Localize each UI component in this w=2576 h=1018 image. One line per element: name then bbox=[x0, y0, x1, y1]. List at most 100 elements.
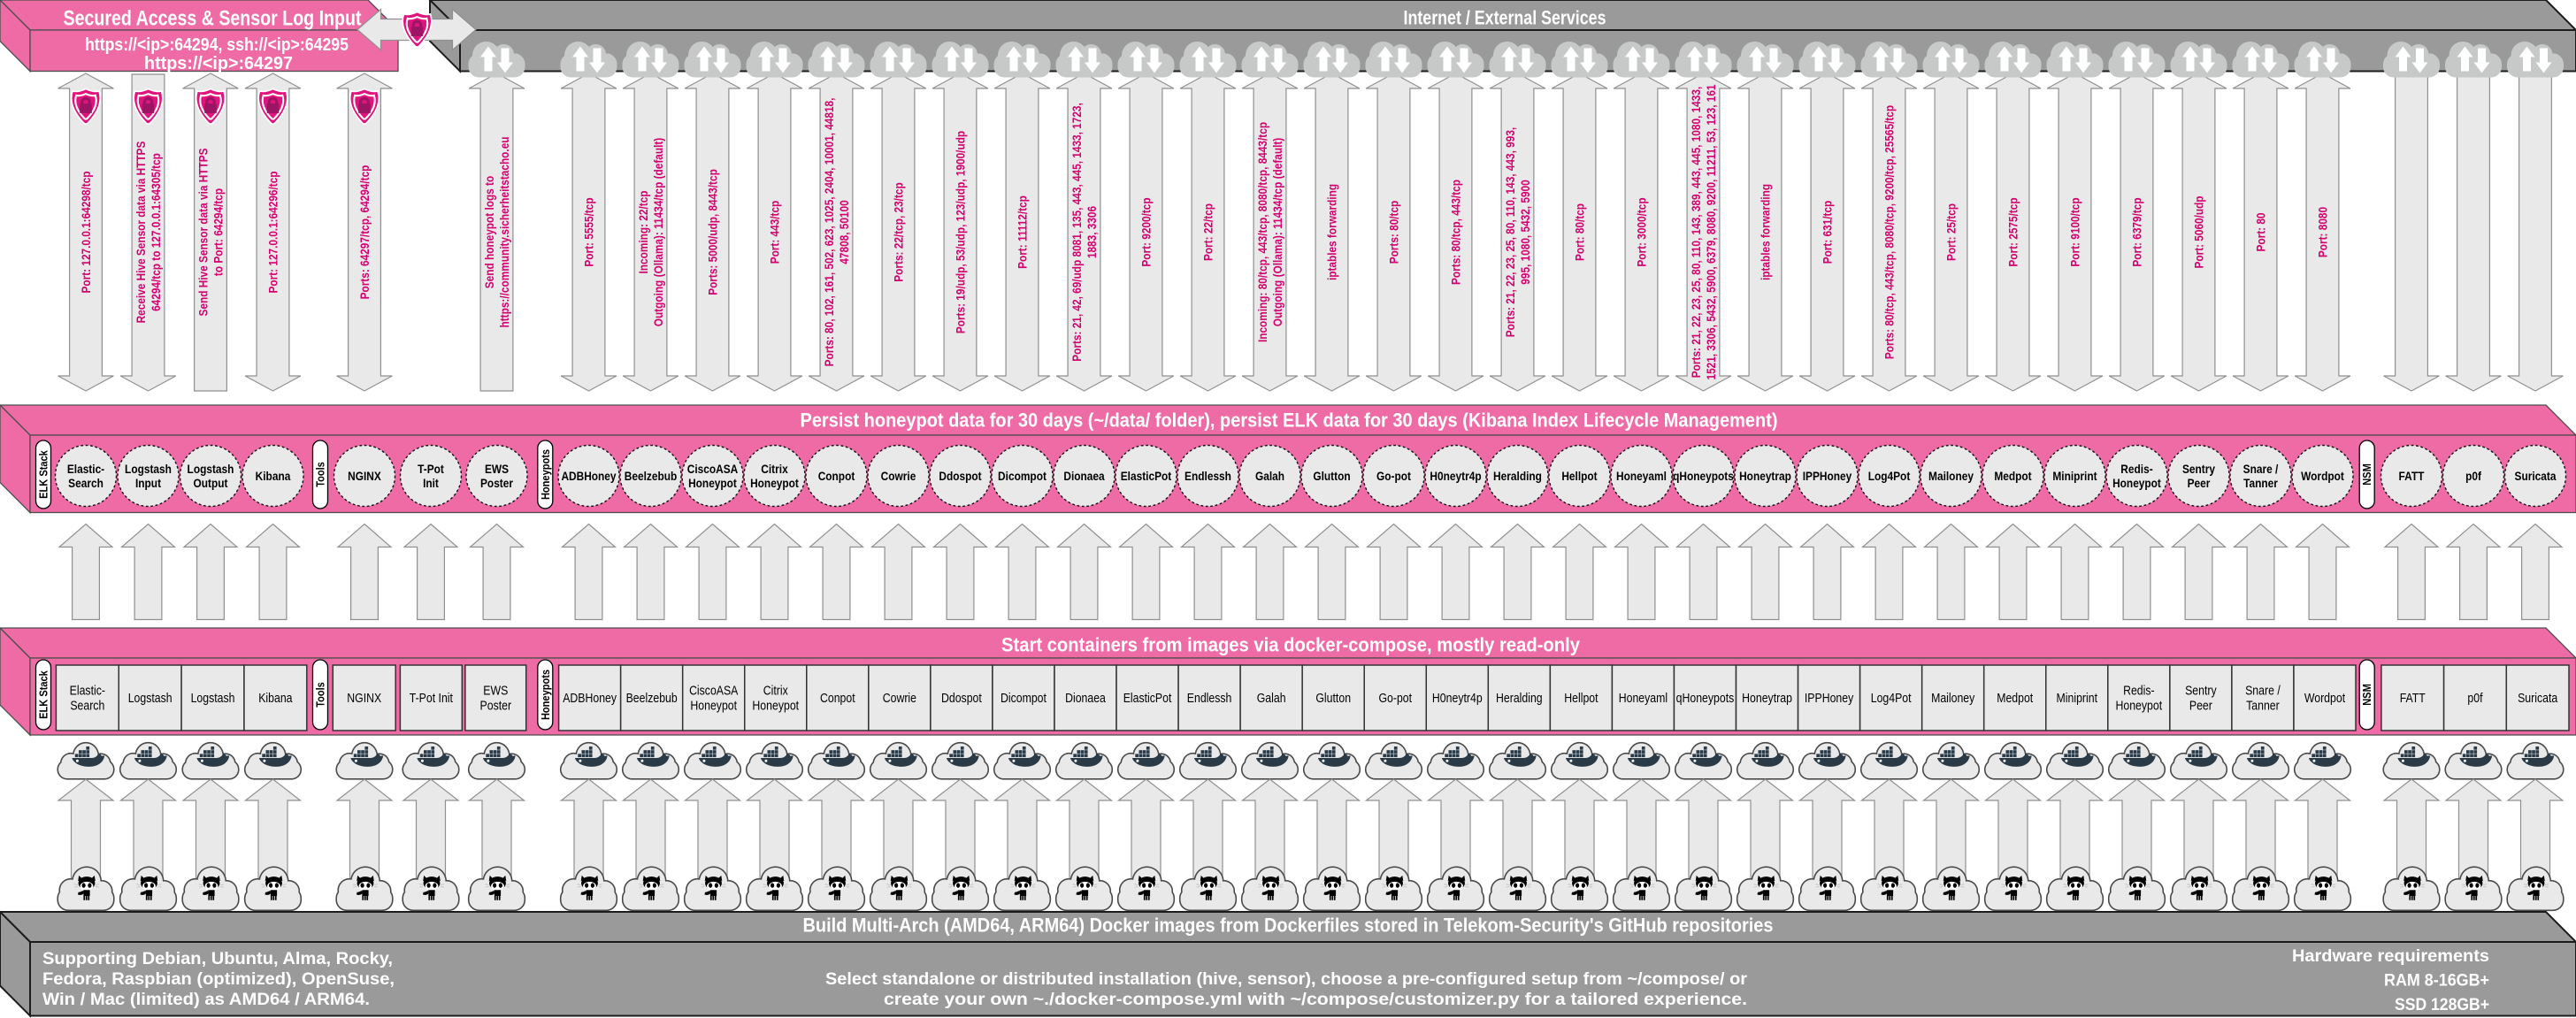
svg-text:Ddospot: Ddospot bbox=[939, 469, 981, 483]
svg-text:Honeypot: Honeypot bbox=[752, 699, 799, 714]
svg-text:Port: 127.0.0.1:64298/tcp: Port: 127.0.0.1:64298/tcp bbox=[79, 172, 93, 294]
svg-text:995, 1080, 5432, 5900: 995, 1080, 5432, 5900 bbox=[1518, 180, 1532, 285]
svg-text:Dicompot: Dicompot bbox=[1000, 691, 1047, 706]
svg-text:Ports: 80, 102, 161, 502, 623,: Ports: 80, 102, 161, 502, 623, 1025, 240… bbox=[822, 98, 836, 367]
svg-text:Poster: Poster bbox=[480, 476, 513, 490]
svg-text:Port: 3000/tcp: Port: 3000/tcp bbox=[1635, 197, 1649, 266]
svg-text:Ports: 21, 22, 23, 25, 80, 110: Ports: 21, 22, 23, 25, 80, 110, 143, 389… bbox=[1689, 87, 1703, 378]
svg-text:qHoneypots: qHoneypots bbox=[1676, 691, 1735, 706]
svg-text:Snare /: Snare / bbox=[2243, 462, 2279, 476]
svg-text:Peer: Peer bbox=[2188, 476, 2211, 490]
svg-text:Secured Access & Sensor Log In: Secured Access & Sensor Log Input bbox=[64, 7, 362, 31]
svg-text:ADBHoney: ADBHoney bbox=[561, 469, 616, 483]
svg-text:FATT: FATT bbox=[2399, 469, 2425, 483]
svg-text:Ports: 80/tcp, 443/tcp, 8080/t: Ports: 80/tcp, 443/tcp, 8080/tcp, 9200/t… bbox=[1882, 105, 1897, 359]
svg-text:Port: 8080: Port: 8080 bbox=[2316, 207, 2330, 257]
svg-text:Redis-: Redis- bbox=[2120, 462, 2153, 476]
svg-text:Ports: 80/tcp, 443/tcp: Ports: 80/tcp, 443/tcp bbox=[1449, 180, 1463, 285]
svg-text:Output: Output bbox=[194, 476, 228, 490]
svg-text:Port: 25/tcp: Port: 25/tcp bbox=[1944, 203, 1959, 261]
svg-text:T-Pot: T-Pot bbox=[418, 462, 444, 476]
svg-text:iptables forwarding: iptables forwarding bbox=[1759, 184, 1773, 280]
svg-text:Honeypots: Honeypots bbox=[539, 670, 552, 720]
svg-text:RAM 8-16GB+: RAM 8-16GB+ bbox=[2384, 972, 2489, 991]
svg-text:IPPHoney: IPPHoney bbox=[1803, 469, 1852, 483]
svg-text:H0neytr4p: H0neytr4p bbox=[1430, 469, 1481, 483]
svg-text:Port: 127.0.0.1:64296/tcp: Port: 127.0.0.1:64296/tcp bbox=[266, 172, 280, 294]
svg-text:Glutton: Glutton bbox=[1315, 691, 1351, 706]
svg-text:Ports: 22/tcp, 23/tcp: Ports: 22/tcp, 23/tcp bbox=[892, 182, 906, 281]
svg-text:Honeypot: Honeypot bbox=[688, 476, 737, 490]
svg-text:https://<ip>:64297: https://<ip>:64297 bbox=[144, 54, 293, 73]
svg-text:H0neytr4p: H0neytr4p bbox=[1432, 691, 1483, 706]
svg-text:Ports: 21, 42, 69/udp 8081, 13: Ports: 21, 42, 69/udp 8081, 135, 443, 44… bbox=[1070, 103, 1084, 362]
svg-text:Port: 80/tcp: Port: 80/tcp bbox=[1573, 203, 1587, 261]
svg-text:Cowrie: Cowrie bbox=[881, 469, 916, 483]
svg-text:Search: Search bbox=[70, 699, 104, 714]
svg-text:EWS: EWS bbox=[483, 684, 508, 699]
svg-text:Select standalone or distribut: Select standalone or distributed install… bbox=[825, 970, 1748, 989]
svg-text:Incoming: 22/tcp: Incoming: 22/tcp bbox=[636, 191, 650, 274]
svg-text:EWS: EWS bbox=[485, 462, 509, 476]
svg-text:Sentry: Sentry bbox=[2185, 684, 2217, 699]
svg-text:Suricata: Suricata bbox=[2515, 469, 2557, 483]
svg-text:FATT: FATT bbox=[2400, 691, 2426, 706]
svg-text:Port: 80: Port: 80 bbox=[2254, 212, 2268, 251]
svg-text:Ports: 21, 22, 23, 25, 80, 110: Ports: 21, 22, 23, 25, 80, 110, 143, 443… bbox=[1503, 127, 1517, 337]
svg-text:Heralding: Heralding bbox=[1493, 469, 1542, 483]
svg-text:https://community.sicherheitst: https://community.sicherheitstacho.eu bbox=[497, 137, 511, 328]
svg-text:Medpot: Medpot bbox=[1994, 469, 2032, 483]
svg-text:Redis-: Redis- bbox=[2123, 684, 2155, 699]
svg-text:Send Hive Sensor data via HTTP: Send Hive Sensor data via HTTPS bbox=[196, 149, 211, 317]
svg-text:Honeypot: Honeypot bbox=[690, 699, 737, 714]
svg-text:Win / Mac (limited) as AMD64 /: Win / Mac (limited) as AMD64 / ARM64. bbox=[42, 991, 370, 1009]
svg-text:Receive Hive Sensor data via H: Receive Hive Sensor data via HTTPS bbox=[134, 142, 148, 324]
svg-text:Logstash: Logstash bbox=[191, 691, 235, 706]
svg-text:Kibana: Kibana bbox=[256, 469, 291, 483]
svg-text:Peer: Peer bbox=[2189, 699, 2212, 714]
svg-text:Search: Search bbox=[68, 476, 104, 490]
svg-text:Port: 9100/tcp: Port: 9100/tcp bbox=[2068, 197, 2082, 266]
svg-text:Dicompot: Dicompot bbox=[998, 469, 1046, 483]
svg-text:Fedora, Raspbian (optimized),: Fedora, Raspbian (optimized), OpenSuse, bbox=[42, 970, 395, 989]
svg-text:qHoneypots: qHoneypots bbox=[1673, 469, 1734, 483]
svg-text:ADBHoney: ADBHoney bbox=[563, 691, 617, 706]
svg-text:Honeytrap: Honeytrap bbox=[1742, 691, 1792, 706]
svg-text:ELK Stack: ELK Stack bbox=[37, 450, 50, 499]
svg-text:Tools: Tools bbox=[314, 682, 327, 708]
svg-text:Wordpot: Wordpot bbox=[2304, 691, 2346, 706]
svg-text:Honeypot: Honeypot bbox=[2115, 699, 2162, 714]
svg-text:Hellpot: Hellpot bbox=[1564, 691, 1598, 706]
svg-text:Tanner: Tanner bbox=[2246, 699, 2280, 714]
svg-text:Hardware requirements: Hardware requirements bbox=[2292, 947, 2489, 966]
svg-text:ELK Stack: ELK Stack bbox=[37, 670, 50, 719]
svg-text:Port: 22/tcp: Port: 22/tcp bbox=[1201, 203, 1215, 261]
svg-text:Hellpot: Hellpot bbox=[1561, 469, 1598, 483]
svg-text:Persist honeypot data for 30 d: Persist honeypot data for 30 days (~/dat… bbox=[801, 409, 1778, 432]
svg-text:CiscoASA: CiscoASA bbox=[687, 462, 739, 476]
svg-text:Input: Input bbox=[135, 476, 161, 490]
svg-text:Sentry: Sentry bbox=[2182, 462, 2215, 476]
svg-text:p0f: p0f bbox=[2467, 691, 2483, 706]
svg-text:Port: 443/tcp: Port: 443/tcp bbox=[768, 201, 782, 264]
svg-text:SSD 128GB+: SSD 128GB+ bbox=[2395, 996, 2489, 1014]
svg-text:Dionaea: Dionaea bbox=[1065, 691, 1106, 706]
svg-text:Tools: Tools bbox=[314, 462, 327, 487]
svg-text:47808, 50100: 47808, 50100 bbox=[837, 200, 851, 264]
svg-text:Miniprint: Miniprint bbox=[2052, 469, 2097, 483]
svg-text:Poster: Poster bbox=[480, 699, 512, 714]
svg-text:Port: 9200/tcp: Port: 9200/tcp bbox=[1139, 197, 1154, 266]
svg-text:Citrix: Citrix bbox=[761, 462, 788, 476]
svg-text:CiscoASA: CiscoASA bbox=[689, 684, 738, 699]
svg-text:Galah: Galah bbox=[1257, 691, 1286, 706]
svg-text:Honeyaml: Honeyaml bbox=[1616, 469, 1667, 483]
svg-text:Mailoney: Mailoney bbox=[1928, 469, 1974, 483]
svg-text:Ports: 80/tcp: Ports: 80/tcp bbox=[1387, 201, 1401, 264]
svg-text:Heralding: Heralding bbox=[1496, 691, 1543, 706]
svg-text:Tanner: Tanner bbox=[2243, 476, 2278, 490]
svg-text:Logstash: Logstash bbox=[125, 462, 172, 476]
svg-text:Port: 2575/tcp: Port: 2575/tcp bbox=[2006, 197, 2020, 266]
svg-text:Logstash: Logstash bbox=[188, 462, 234, 476]
svg-text:Port: 631/tcp: Port: 631/tcp bbox=[1821, 201, 1835, 264]
svg-text:Conpot: Conpot bbox=[818, 469, 855, 483]
